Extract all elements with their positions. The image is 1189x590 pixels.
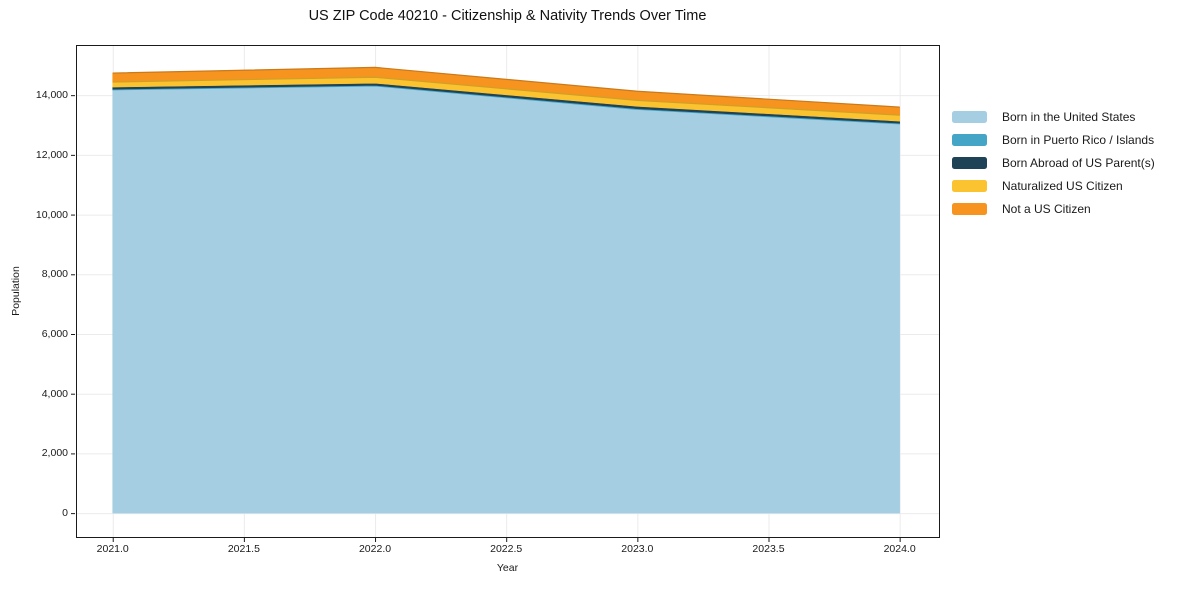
x-tick-label: 2021.0	[96, 543, 129, 555]
legend: Born in the United States Born in Puerto …	[952, 105, 1155, 220]
legend-swatch-icon	[952, 179, 987, 192]
legend-item: Born Abroad of US Parent(s)	[952, 151, 1155, 174]
legend-swatch-icon	[952, 110, 987, 123]
x-tick-label: 2023.5	[752, 543, 785, 555]
legend-label: Naturalized US Citizen	[1002, 178, 1123, 193]
legend-label: Born Abroad of US Parent(s)	[1002, 155, 1155, 170]
area-series-0	[112, 85, 900, 514]
legend-swatch-icon	[952, 133, 987, 146]
area-top-edge-3	[112, 76, 900, 116]
stacked-areas	[112, 66, 900, 514]
legend-label: Born in the United States	[1002, 109, 1136, 124]
legend-label: Born in Puerto Rico / Islands	[1002, 132, 1155, 147]
legend-item: Naturalized US Citizen	[952, 174, 1155, 197]
legend-item: Born in Puerto Rico / Islands	[952, 128, 1155, 151]
area-top-edge-4	[112, 66, 900, 108]
legend-swatch-icon	[952, 156, 987, 169]
chart-title: US ZIP Code 40210 - Citizenship & Nativi…	[308, 8, 707, 24]
y-tick-label: 10,000	[35, 208, 68, 221]
legend-item: Not a US Citizen	[952, 197, 1155, 220]
y-tick-label: 2,000	[41, 447, 68, 460]
x-tick-label: 2023.0	[621, 543, 654, 555]
x-tick-label: 2022.0	[358, 543, 392, 555]
y-tick-label: 14,000	[35, 89, 68, 102]
y-tick-label: 4,000	[41, 387, 68, 400]
legend-label: Not a US Citizen	[1002, 201, 1091, 216]
x-tick-label: 2024.0	[883, 543, 916, 555]
legend-item: Born in the United States	[952, 105, 1155, 128]
x-tick-label: 2021.5	[227, 543, 260, 555]
x-axis-title: Year	[496, 562, 519, 574]
y-tick-label: 8,000	[41, 268, 68, 281]
y-tick-label: 6,000	[41, 327, 68, 340]
legend-swatch-icon	[952, 202, 987, 215]
plot-border	[76, 45, 940, 538]
y-tick-label: 12,000	[35, 148, 68, 161]
axis-ticks	[71, 95, 901, 542]
y-tick-label: 0	[62, 507, 68, 520]
x-tick-label: 2022.5	[490, 543, 523, 555]
